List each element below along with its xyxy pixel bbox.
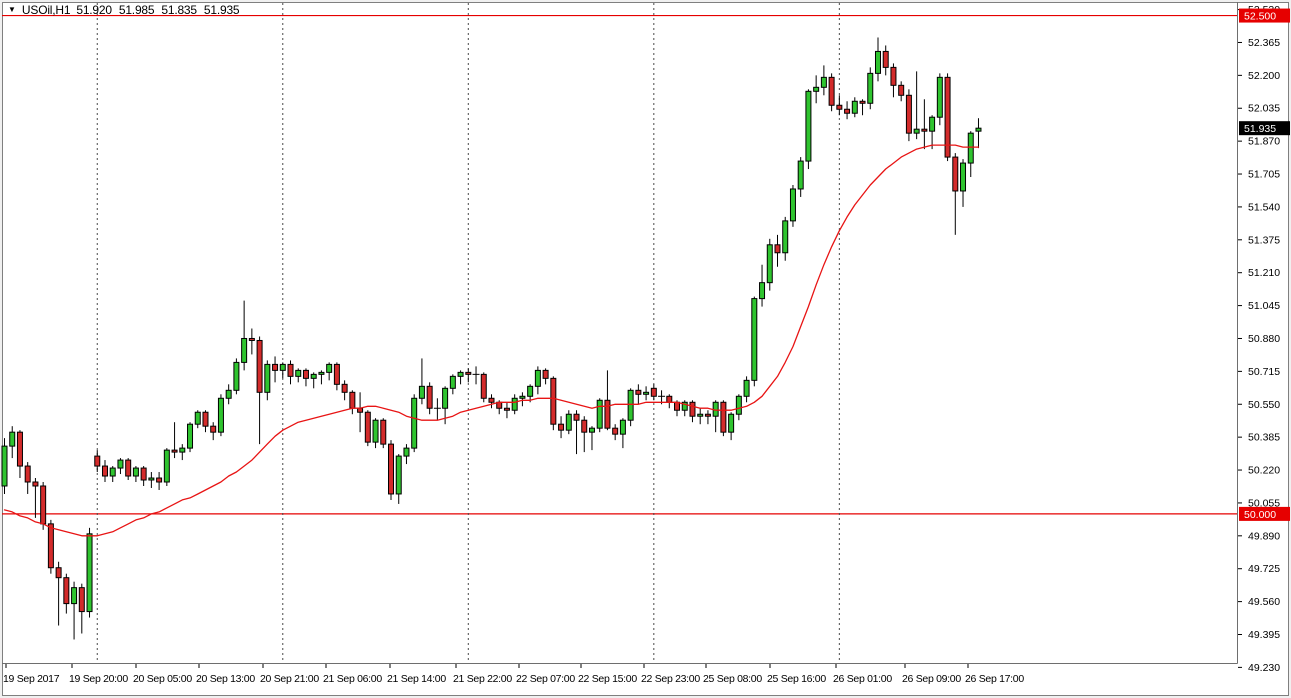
svg-text:21 Sep 22:00: 21 Sep 22:00 (453, 673, 512, 685)
chart-title-bar: ▼ USOil,H1 51.920 51.985 51.835 51.935 (8, 3, 240, 17)
ohlc-low: 51.835 (161, 3, 197, 17)
svg-text:20 Sep 05:00: 20 Sep 05:00 (133, 673, 192, 685)
svg-text:19 Sep 20:00: 19 Sep 20:00 (69, 673, 128, 685)
svg-text:49.560: 49.560 (1248, 596, 1280, 608)
svg-text:19 Sep 2017: 19 Sep 2017 (3, 673, 60, 685)
svg-text:20 Sep 13:00: 20 Sep 13:00 (196, 673, 255, 685)
svg-text:22 Sep 23:00: 22 Sep 23:00 (641, 673, 700, 685)
svg-text:26 Sep 17:00: 26 Sep 17:00 (965, 673, 1024, 685)
svg-text:50.220: 50.220 (1248, 465, 1280, 477)
svg-text:22 Sep 15:00: 22 Sep 15:00 (578, 673, 637, 685)
svg-text:52.365: 52.365 (1248, 37, 1280, 49)
svg-text:51.540: 51.540 (1248, 201, 1280, 213)
svg-text:51.870: 51.870 (1248, 136, 1280, 148)
ohlc-close: 51.935 (203, 3, 240, 17)
price-badges: 52.500 50.000 51.935 (1239, 8, 1290, 521)
svg-text:26 Sep 09:00: 26 Sep 09:00 (902, 673, 961, 685)
svg-text:20 Sep 21:00: 20 Sep 21:00 (260, 673, 319, 685)
svg-text:22 Sep 07:00: 22 Sep 07:00 (516, 673, 575, 685)
time-axis[interactable]: 19 Sep 2017 19 Sep 20:00 20 Sep 05:00 20 Se… (3, 664, 1025, 685)
svg-text:50.550: 50.550 (1248, 399, 1280, 411)
chart-symbol-period: USOil,H1 (21, 3, 71, 17)
horizontal-level-lines (2, 14, 1237, 515)
svg-text:52.035: 52.035 (1248, 103, 1280, 115)
svg-text:51.705: 51.705 (1248, 169, 1280, 181)
svg-text:49.230: 49.230 (1248, 662, 1280, 674)
symbol-dropdown-icon[interactable]: ▼ (8, 5, 16, 14)
chart-ohlc-readout: 51.920 51.985 51.835 51.935 (76, 3, 239, 17)
ohlc-high: 51.985 (118, 3, 155, 17)
svg-text:52.500: 52.500 (1244, 11, 1276, 23)
svg-text:25 Sep 08:00: 25 Sep 08:00 (703, 673, 762, 685)
svg-text:21 Sep 06:00: 21 Sep 06:00 (323, 673, 382, 685)
svg-text:25 Sep 16:00: 25 Sep 16:00 (767, 673, 826, 685)
candles[interactable] (1, 37, 982, 640)
svg-text:51.045: 51.045 (1248, 300, 1280, 312)
svg-text:50.880: 50.880 (1248, 333, 1280, 345)
svg-text:51.210: 51.210 (1248, 267, 1280, 279)
svg-text:51.375: 51.375 (1248, 234, 1280, 246)
svg-text:50.385: 50.385 (1248, 432, 1280, 444)
svg-text:51.935: 51.935 (1244, 123, 1276, 135)
svg-text:50.000: 50.000 (1244, 509, 1276, 521)
price-axis[interactable]: 52.53052.36552.20052.03551.87051.70551.5… (1238, 4, 1280, 674)
svg-text:49.395: 49.395 (1248, 629, 1280, 641)
ohlc-open: 51.920 (76, 3, 112, 17)
svg-text:26 Sep 01:00: 26 Sep 01:00 (833, 673, 892, 685)
svg-text:21 Sep 14:00: 21 Sep 14:00 (387, 673, 446, 685)
svg-text:52.200: 52.200 (1248, 70, 1280, 82)
svg-text:49.725: 49.725 (1248, 563, 1280, 575)
svg-text:50.715: 50.715 (1248, 366, 1280, 378)
svg-text:50.055: 50.055 (1248, 497, 1280, 509)
moving-average-line (3, 144, 980, 537)
svg-text:49.890: 49.890 (1248, 530, 1280, 542)
